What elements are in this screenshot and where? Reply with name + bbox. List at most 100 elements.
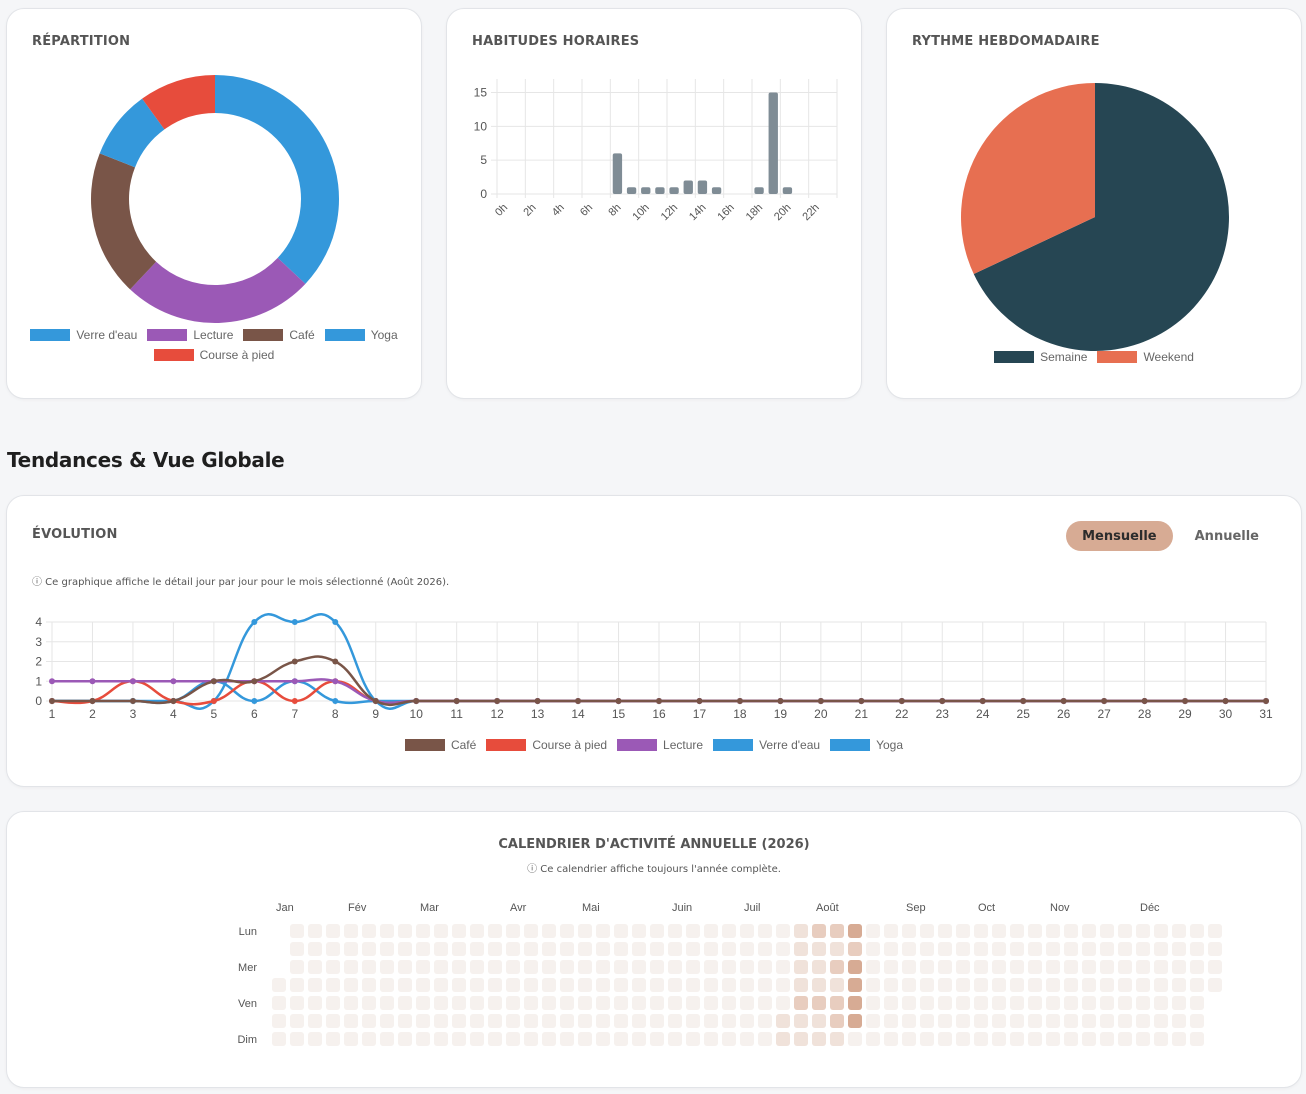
calendar-day-cell[interactable] <box>1154 924 1168 938</box>
calendar-day-cell[interactable] <box>1172 978 1186 992</box>
calendar-day-cell[interactable] <box>524 978 538 992</box>
calendar-day-cell[interactable] <box>722 978 736 992</box>
hour-bar[interactable] <box>641 187 651 194</box>
calendar-day-cell[interactable] <box>488 1014 502 1028</box>
calendar-day-cell[interactable] <box>1172 960 1186 974</box>
series-point[interactable] <box>49 678 55 685</box>
calendar-day-cell[interactable] <box>740 1032 754 1046</box>
series-point[interactable] <box>89 678 96 685</box>
calendar-day-cell[interactable] <box>1100 942 1114 956</box>
calendar-day-cell[interactable] <box>560 960 574 974</box>
calendar-day-cell[interactable] <box>668 996 682 1010</box>
calendar-day-cell[interactable] <box>1064 1032 1078 1046</box>
calendar-day-cell[interactable] <box>308 924 322 938</box>
calendar-day-cell[interactable] <box>596 996 610 1010</box>
calendar-day-cell[interactable] <box>290 942 304 956</box>
calendar-day-cell[interactable] <box>452 996 466 1010</box>
calendar-day-cell[interactable] <box>434 1014 448 1028</box>
calendar-day-cell[interactable] <box>362 996 376 1010</box>
calendar-day-cell[interactable] <box>1190 960 1204 974</box>
repartition-doughnut-chart[interactable] <box>7 59 423 359</box>
calendar-day-cell[interactable] <box>902 1014 916 1028</box>
calendar-day-cell[interactable] <box>704 996 718 1010</box>
doughnut-slice[interactable] <box>99 98 165 168</box>
series-point[interactable] <box>1060 698 1067 704</box>
series-point[interactable] <box>210 698 217 704</box>
calendar-day-cell[interactable] <box>1100 996 1114 1010</box>
calendar-day-cell[interactable] <box>1172 1032 1186 1046</box>
calendar-day-cell[interactable] <box>812 960 826 974</box>
calendar-day-cell[interactable] <box>308 996 322 1010</box>
calendar-day-cell[interactable] <box>434 942 448 956</box>
calendar-day-cell[interactable] <box>992 924 1006 938</box>
calendar-day-cell[interactable] <box>1172 942 1186 956</box>
calendar-day-cell[interactable] <box>686 1032 700 1046</box>
calendar-day-cell[interactable] <box>866 996 880 1010</box>
calendar-day-cell[interactable] <box>812 1032 826 1046</box>
calendar-day-cell[interactable] <box>794 996 808 1010</box>
calendar-day-cell[interactable] <box>650 978 664 992</box>
calendar-day-cell[interactable] <box>974 924 988 938</box>
calendar-day-cell[interactable] <box>758 1014 772 1028</box>
calendar-day-cell[interactable] <box>974 978 988 992</box>
series-point[interactable] <box>858 698 865 704</box>
calendar-day-cell[interactable] <box>1154 1014 1168 1028</box>
toggle-monthly-button[interactable]: Mensuelle <box>1066 521 1173 551</box>
hour-bar[interactable] <box>626 187 637 194</box>
calendar-day-cell[interactable] <box>470 1032 484 1046</box>
calendar-day-cell[interactable] <box>1082 942 1096 956</box>
calendar-day-cell[interactable] <box>794 924 808 938</box>
calendar-day-cell[interactable] <box>632 996 646 1010</box>
calendar-day-cell[interactable] <box>416 960 430 974</box>
calendar-day-cell[interactable] <box>956 960 970 974</box>
calendar-day-cell[interactable] <box>848 960 862 974</box>
series-point[interactable] <box>939 698 946 704</box>
series-point[interactable] <box>494 698 501 704</box>
calendar-day-cell[interactable] <box>1064 942 1078 956</box>
calendar-day-cell[interactable] <box>488 942 502 956</box>
calendar-day-cell[interactable] <box>650 924 664 938</box>
calendar-day-cell[interactable] <box>1118 996 1132 1010</box>
calendar-day-cell[interactable] <box>506 1032 520 1046</box>
calendar-day-cell[interactable] <box>308 1014 322 1028</box>
calendar-day-cell[interactable] <box>1028 924 1042 938</box>
calendar-day-cell[interactable] <box>434 1032 448 1046</box>
calendar-day-cell[interactable] <box>398 1032 412 1046</box>
calendar-day-cell[interactable] <box>920 978 934 992</box>
calendar-day-cell[interactable] <box>290 1014 304 1028</box>
calendar-day-cell[interactable] <box>326 996 340 1010</box>
calendar-day-cell[interactable] <box>308 1032 322 1046</box>
calendar-day-cell[interactable] <box>758 996 772 1010</box>
calendar-day-cell[interactable] <box>326 924 340 938</box>
calendar-day-cell[interactable] <box>812 942 826 956</box>
calendar-day-cell[interactable] <box>1028 996 1042 1010</box>
calendar-day-cell[interactable] <box>1046 978 1060 992</box>
calendar-day-cell[interactable] <box>290 960 304 974</box>
calendar-day-cell[interactable] <box>308 942 322 956</box>
calendar-day-cell[interactable] <box>920 996 934 1010</box>
series-point[interactable] <box>656 698 662 704</box>
hour-bar[interactable] <box>697 180 708 194</box>
calendar-day-cell[interactable] <box>632 1014 646 1028</box>
calendar-day-cell[interactable] <box>902 978 916 992</box>
calendar-day-cell[interactable] <box>452 924 466 938</box>
calendar-day-cell[interactable] <box>380 978 394 992</box>
series-point[interactable] <box>736 698 743 704</box>
calendar-day-cell[interactable] <box>614 1032 628 1046</box>
calendar-day-cell[interactable] <box>344 1014 358 1028</box>
hour-bar[interactable] <box>669 187 679 194</box>
calendar-day-cell[interactable] <box>452 1014 466 1028</box>
calendar-day-cell[interactable] <box>920 924 934 938</box>
calendar-day-cell[interactable] <box>524 1014 538 1028</box>
calendar-day-cell[interactable] <box>866 960 880 974</box>
calendar-day-cell[interactable] <box>416 978 430 992</box>
activity-calendar-heatmap[interactable]: Jan Fév Mar Avr Mai Juin Juil Août Sep Oct Nov Déc L… <box>7 897 1303 1077</box>
calendar-day-cell[interactable] <box>1208 978 1222 992</box>
calendar-day-cell[interactable] <box>830 960 844 974</box>
series-point[interactable] <box>89 698 96 704</box>
calendar-day-cell[interactable] <box>524 924 538 938</box>
calendar-day-cell[interactable] <box>362 1032 376 1046</box>
calendar-day-cell[interactable] <box>488 924 502 938</box>
calendar-day-cell[interactable] <box>1118 942 1132 956</box>
calendar-day-cell[interactable] <box>596 1014 610 1028</box>
